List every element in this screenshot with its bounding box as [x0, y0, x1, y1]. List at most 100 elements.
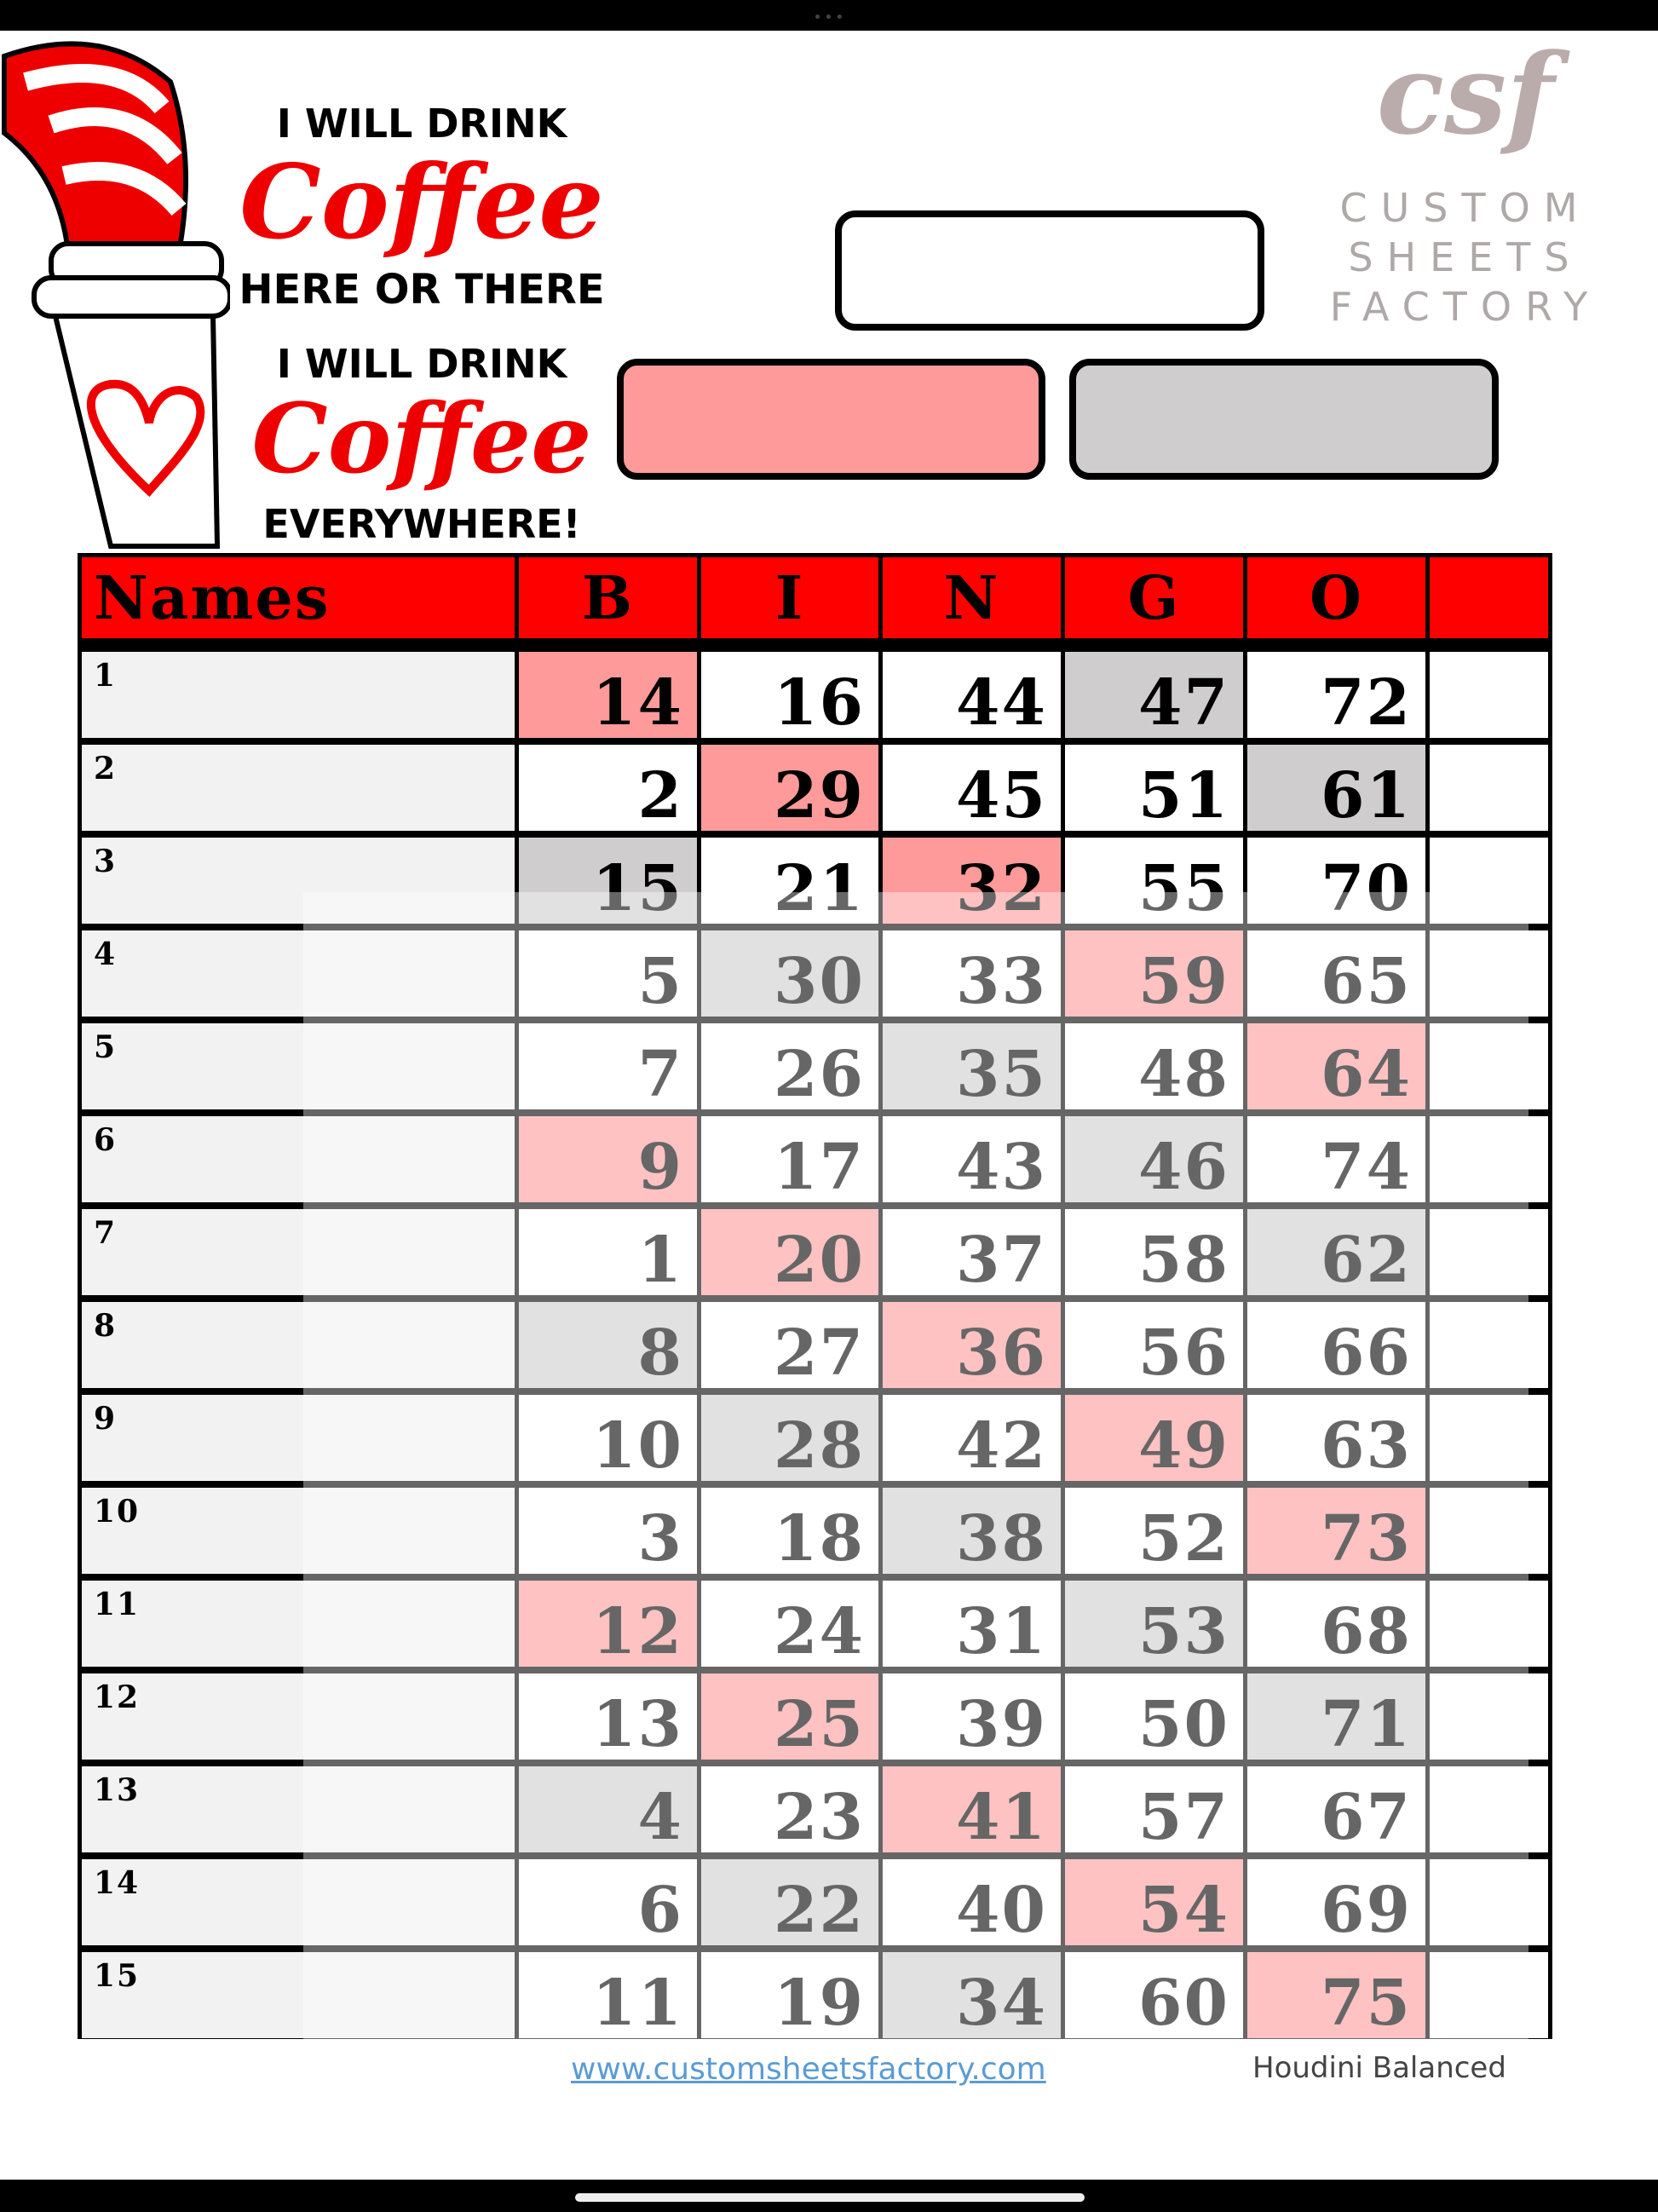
number-cell: 67 — [1247, 1766, 1425, 1852]
number-cell: 6 — [519, 1859, 697, 1945]
number-cell: 40 — [883, 1859, 1061, 1945]
number-cell: 34 — [883, 1952, 1061, 2038]
header-i: I — [701, 557, 878, 638]
number-cell: 29 — [701, 745, 878, 831]
number-cell: 23 — [701, 1766, 878, 1852]
number-cell: 24 — [701, 1581, 878, 1667]
number-cell: 39 — [883, 1673, 1061, 1760]
number-cell: 74 — [1247, 1116, 1425, 1202]
number-cell: 20 — [701, 1209, 878, 1295]
multitask-dots[interactable]: ••• — [814, 11, 847, 25]
logo-line-3: HERE OR THERE — [239, 266, 605, 314]
number-cell: 72 — [1247, 652, 1425, 738]
number-cell: 42 — [883, 1395, 1061, 1481]
number-cell: 56 — [1065, 1302, 1243, 1388]
number-cell: 11 — [519, 1952, 697, 2038]
logo-line-6: EVERYWHERE! — [262, 501, 581, 547]
number-cell: 65 — [1247, 930, 1425, 1017]
home-indicator[interactable] — [575, 2193, 1085, 2202]
blank-cell — [1430, 1859, 1548, 1945]
blank-cell — [1430, 1023, 1548, 1109]
name-cell[interactable]: 3 — [82, 838, 515, 924]
header-g: G — [1065, 557, 1243, 638]
number-cell: 32 — [883, 838, 1061, 924]
number-cell: 61 — [1247, 745, 1425, 831]
number-cell: 66 — [1247, 1302, 1425, 1388]
blank-box-pink — [617, 359, 1045, 480]
number-cell: 35 — [883, 1023, 1061, 1109]
number-cell: 45 — [883, 745, 1061, 831]
name-cell[interactable]: 6 — [82, 1116, 515, 1202]
name-cell[interactable]: 8 — [82, 1302, 515, 1388]
number-cell: 38 — [883, 1488, 1061, 1574]
coffee-cup-icon — [2, 41, 230, 549]
number-cell: 14 — [519, 652, 697, 738]
logo-coffee-1: Coffee — [239, 142, 604, 262]
number-cell: 13 — [519, 1673, 697, 1760]
blank-cell — [1430, 1952, 1548, 2038]
bingo-table: Names B I N G O 1 14 16 44 47 72 2 2 29 45 51 61 3 15 21 32 55… — [78, 553, 1552, 2039]
header-o: O — [1247, 557, 1425, 638]
number-cell: 30 — [701, 930, 878, 1017]
name-cell[interactable]: 15 — [82, 1952, 515, 2038]
number-cell: 62 — [1247, 1209, 1425, 1295]
blank-cell — [1430, 745, 1548, 831]
blank-cell — [1430, 930, 1548, 1017]
number-cell: 36 — [883, 1302, 1061, 1388]
number-cell: 52 — [1065, 1488, 1243, 1574]
name-cell[interactable]: 11 — [82, 1581, 515, 1667]
blank-cell — [1430, 1116, 1548, 1202]
top-bar — [0, 0, 1658, 31]
blank-cell — [1430, 1209, 1548, 1295]
number-cell: 50 — [1065, 1673, 1243, 1760]
number-cell: 2 — [519, 745, 697, 831]
header-n: N — [883, 557, 1061, 638]
number-cell: 33 — [883, 930, 1061, 1017]
number-cell: 31 — [883, 1581, 1061, 1667]
number-cell: 59 — [1065, 930, 1243, 1017]
number-cell: 5 — [519, 930, 697, 1017]
blank-cell — [1430, 1581, 1548, 1667]
number-cell: 57 — [1065, 1766, 1243, 1852]
logo-coffee-2: Coffee — [251, 383, 592, 495]
number-cell: 1 — [519, 1209, 697, 1295]
number-cell: 48 — [1065, 1023, 1243, 1109]
number-cell: 12 — [519, 1581, 697, 1667]
number-cell: 18 — [701, 1488, 878, 1574]
name-cell[interactable]: 9 — [82, 1395, 515, 1481]
pattern-name: Houdini Balanced — [1252, 2051, 1506, 2085]
number-cell: 27 — [701, 1302, 878, 1388]
name-cell[interactable]: 10 — [82, 1488, 515, 1574]
number-cell: 17 — [701, 1116, 878, 1202]
number-cell: 3 — [519, 1488, 697, 1574]
blank-cell — [1430, 1673, 1548, 1760]
name-cell[interactable]: 1 — [82, 652, 515, 738]
number-cell: 41 — [883, 1766, 1061, 1852]
name-cell[interactable]: 2 — [82, 745, 515, 831]
number-cell: 15 — [519, 838, 697, 924]
number-cell: 75 — [1247, 1952, 1425, 2038]
number-cell: 8 — [519, 1302, 697, 1388]
website-link[interactable]: www.customsheetsfactory.com — [571, 2052, 1046, 2087]
watermark-text: CUSTOM SHEETS FACTORY — [1329, 185, 1602, 330]
number-cell: 25 — [701, 1673, 878, 1760]
number-cell: 4 — [519, 1766, 697, 1852]
number-cell: 16 — [701, 652, 878, 738]
name-cell[interactable]: 7 — [82, 1209, 515, 1295]
number-cell: 55 — [1065, 838, 1243, 924]
name-cell[interactable]: 13 — [82, 1766, 515, 1852]
name-cell[interactable]: 5 — [82, 1023, 515, 1109]
number-cell: 37 — [883, 1209, 1061, 1295]
blank-cell — [1430, 652, 1548, 738]
number-cell: 58 — [1065, 1209, 1243, 1295]
name-cell[interactable]: 4 — [82, 930, 515, 1017]
name-cell[interactable]: 14 — [82, 1859, 515, 1945]
number-cell: 44 — [883, 652, 1061, 738]
number-cell: 51 — [1065, 745, 1243, 831]
header-blank — [1430, 557, 1548, 638]
header-names: Names — [82, 557, 515, 638]
coffee-logo: I WILL DRINK Coffee HERE OR THERE I WILL… — [0, 31, 630, 550]
name-cell[interactable]: 12 — [82, 1673, 515, 1760]
number-cell: 63 — [1247, 1395, 1425, 1481]
number-cell: 9 — [519, 1116, 697, 1202]
